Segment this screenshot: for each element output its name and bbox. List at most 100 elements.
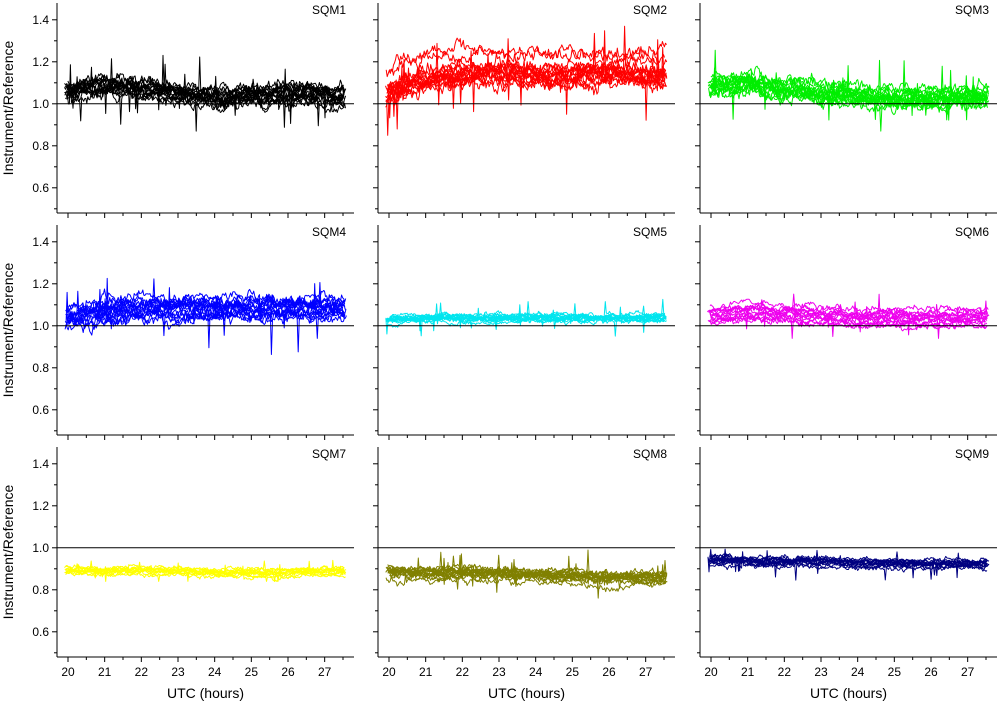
series-line xyxy=(67,288,347,320)
y-tick-label: 1.0 xyxy=(32,541,49,555)
series-line xyxy=(709,298,989,314)
x-tick-label: 22 xyxy=(456,665,470,679)
panel-title: SQM2 xyxy=(633,3,667,17)
series-line xyxy=(708,555,989,581)
series-line xyxy=(64,63,345,101)
x-tick-label: 27 xyxy=(961,665,975,679)
x-tick-label: 20 xyxy=(704,665,718,679)
series-line xyxy=(385,71,666,103)
x-tick-label: 27 xyxy=(318,665,332,679)
x-tick-label: 21 xyxy=(98,665,112,679)
series-line xyxy=(65,296,347,325)
series-line xyxy=(710,306,988,339)
x-tick-label: 24 xyxy=(208,665,222,679)
series-line xyxy=(385,302,665,325)
x-tick-label: 23 xyxy=(492,665,506,679)
series-line xyxy=(67,308,345,337)
y-tick-label: 0.8 xyxy=(32,361,49,375)
series-group xyxy=(707,49,990,132)
x-tick-label: 25 xyxy=(888,665,902,679)
x-tick-label: 24 xyxy=(851,665,865,679)
chart-panel-1: 0.6 0.8 1.0 1.2 1.4 SQM1 Instrument/Reference xyxy=(0,3,354,218)
series-line xyxy=(385,565,667,585)
y-tick-label: 1.4 xyxy=(32,235,49,249)
series-group xyxy=(385,549,668,599)
series-line xyxy=(64,568,347,582)
x-tick-label: 25 xyxy=(245,665,259,679)
x-tick-label: 26 xyxy=(281,665,295,679)
panel-title: SQM3 xyxy=(955,3,989,17)
series-group xyxy=(707,293,990,339)
y-tick-label: 0.6 xyxy=(32,625,49,639)
y-tick-label: 1.2 xyxy=(32,277,49,291)
panel-title: SQM8 xyxy=(633,447,667,461)
series-line xyxy=(65,565,345,576)
series-line xyxy=(710,317,988,332)
series-line xyxy=(386,39,665,94)
x-tick-label: 23 xyxy=(814,665,828,679)
series-line xyxy=(68,297,346,324)
y-axis-label: Instrument/Reference xyxy=(0,484,16,619)
series-line xyxy=(385,567,668,593)
x-tick-label: 25 xyxy=(566,665,580,679)
x-tick-label: 20 xyxy=(61,665,75,679)
series-line xyxy=(388,563,665,583)
panel-title: SQM1 xyxy=(312,3,346,17)
chart-panel-7: 0.6 0.8 1.0 1.2 1.4 20 21 22 23 24 25 26 27 SQM7 Instr… xyxy=(0,447,354,701)
panel-title: SQM6 xyxy=(955,225,989,239)
x-tick-label: 26 xyxy=(924,665,938,679)
x-tick-label: 24 xyxy=(529,665,543,679)
y-tick-label: 0.8 xyxy=(32,139,49,153)
series-group xyxy=(707,548,990,581)
series-line xyxy=(386,567,666,599)
chart-panel-6: SQM6 xyxy=(695,225,997,440)
x-tick-label: 23 xyxy=(171,665,185,679)
chart-panel-3: SQM3 xyxy=(695,3,997,218)
series-line xyxy=(708,300,990,324)
y-tick-label: 1.2 xyxy=(32,499,49,513)
x-tick-label: 21 xyxy=(741,665,755,679)
series-line xyxy=(389,37,665,73)
series-group xyxy=(64,277,347,355)
y-tick-label: 0.6 xyxy=(32,403,49,417)
panel-title: SQM4 xyxy=(312,225,346,239)
x-tick-label: 20 xyxy=(382,665,396,679)
y-tick-label: 1.2 xyxy=(32,55,49,69)
series-line xyxy=(65,83,345,112)
x-axis-label: UTC (hours) xyxy=(810,685,887,701)
series-group xyxy=(385,25,668,136)
series-group xyxy=(385,298,667,337)
panel-title: SQM7 xyxy=(312,447,346,461)
y-tick-label: 1.0 xyxy=(32,97,49,111)
panel-title: SQM9 xyxy=(955,447,989,461)
series-line xyxy=(710,59,989,104)
series-line xyxy=(710,65,988,121)
chart-panel-4: 0.6 0.8 1.0 1.2 1.4 SQM4 Instrument/Reference xyxy=(0,225,354,440)
x-tick-label: 21 xyxy=(419,665,433,679)
series-group xyxy=(64,54,347,132)
chart-panel-2: SQM2 xyxy=(373,3,675,218)
y-tick-label: 0.8 xyxy=(32,583,49,597)
chart-panel-9: 20 21 22 23 24 25 26 27 SQM9 UTC (hours) xyxy=(695,447,997,701)
series-line xyxy=(387,30,667,130)
panel-title: SQM5 xyxy=(633,225,667,239)
y-axis-label: Instrument/Reference xyxy=(0,40,16,175)
series-group xyxy=(64,559,347,582)
x-axis-label: UTC (hours) xyxy=(488,685,565,701)
series-line xyxy=(710,74,987,107)
series-line xyxy=(386,32,666,115)
y-tick-label: 1.4 xyxy=(32,13,49,27)
series-line xyxy=(708,551,988,581)
y-tick-label: 1.4 xyxy=(32,457,49,471)
series-line xyxy=(387,65,667,106)
x-tick-label: 22 xyxy=(778,665,792,679)
series-line xyxy=(65,565,344,582)
series-line xyxy=(388,312,666,332)
series-line xyxy=(385,42,667,136)
x-tick-label: 27 xyxy=(639,665,653,679)
series-line xyxy=(708,306,987,327)
x-tick-label: 22 xyxy=(135,665,149,679)
chart-panel-5: SQM5 xyxy=(373,225,675,440)
y-tick-label: 0.6 xyxy=(32,181,49,195)
